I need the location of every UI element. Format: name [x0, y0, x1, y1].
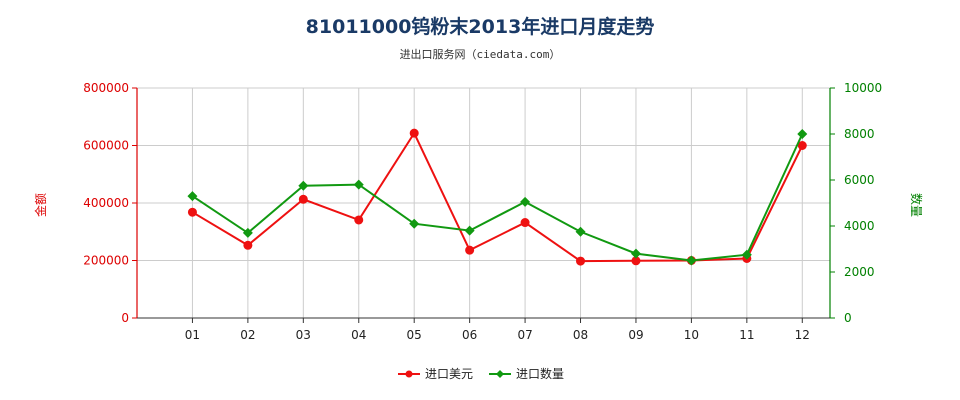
series-1-point [631, 256, 641, 266]
series-2-point [520, 196, 531, 207]
series-2-point [464, 225, 475, 236]
left-axis-title: 金额 [33, 193, 48, 217]
legend-label-1: 进口美元 [425, 367, 473, 381]
legend-label-2: 进口数量 [516, 366, 564, 381]
series-line-2 [191, 133, 804, 262]
right-tick-label: 8000 [844, 127, 875, 141]
legend: 进口美元 进口数量 [398, 366, 564, 381]
legend-marker-2 [496, 370, 504, 378]
series-2-point [630, 248, 641, 259]
right-axis-ticks: 0 2000 4000 6000 8000 10000 [830, 81, 882, 325]
right-axis-title: 数量 [909, 193, 924, 217]
left-tick-label: 400000 [83, 196, 129, 210]
x-tick-label: 03 [296, 328, 311, 342]
series-2-point [409, 218, 420, 229]
series-1-point [576, 256, 586, 266]
chart-title: 81011000钨粉末2013年进口月度走势 [305, 16, 655, 38]
right-tick-label: 4000 [844, 219, 875, 233]
series-1-point [797, 141, 807, 150]
series-1-point [298, 194, 308, 204]
series-1-point [187, 207, 197, 217]
x-tick-label: 06 [462, 328, 477, 342]
chart-subtitle: 进出口服务网（ciedata.com） [399, 48, 561, 61]
series-1-point [465, 245, 475, 255]
left-tick-label: 600000 [83, 139, 129, 153]
right-tick-label: 0 [844, 311, 852, 325]
series-1-point [243, 240, 253, 250]
left-axis-ticks: 0 200000 400000 600000 800000 [83, 81, 137, 325]
series-1-point [409, 128, 419, 138]
x-tick-label: 01 [185, 328, 200, 342]
legend-marker-1 [405, 370, 413, 378]
right-tick-label: 6000 [844, 173, 875, 187]
series-2-point [797, 129, 808, 139]
series-line-1 [191, 131, 804, 263]
x-tick-label: 07 [517, 328, 532, 342]
left-tick-label: 800000 [83, 81, 129, 95]
series-2-point [686, 255, 697, 266]
left-tick-label: 0 [121, 311, 129, 325]
x-tick-label: 12 [795, 328, 810, 342]
x-tick-label: 11 [739, 328, 754, 342]
series-layer [187, 128, 808, 266]
x-tick-label: 09 [628, 328, 643, 342]
left-tick-label: 200000 [83, 254, 129, 268]
series-2-point [353, 179, 364, 190]
x-tick-label: 10 [684, 328, 699, 342]
right-tick-label: 10000 [844, 81, 882, 95]
grid-lines [136, 87, 831, 319]
x-tick-label: 02 [240, 328, 255, 342]
series-1-point [520, 218, 530, 228]
right-tick-label: 2000 [844, 265, 875, 279]
series-1-point [354, 215, 364, 225]
x-tick-label: 05 [407, 328, 422, 342]
series-2-point [242, 227, 253, 238]
x-tick-label: 08 [573, 328, 588, 342]
series-2-point [741, 249, 752, 260]
x-tick-label: 04 [351, 328, 366, 342]
series-2-point [575, 226, 586, 237]
series-2-point [187, 191, 198, 202]
series-2-point [298, 180, 309, 191]
x-axis-ticks: 01 02 03 04 05 06 07 08 09 10 11 12 [185, 318, 810, 342]
